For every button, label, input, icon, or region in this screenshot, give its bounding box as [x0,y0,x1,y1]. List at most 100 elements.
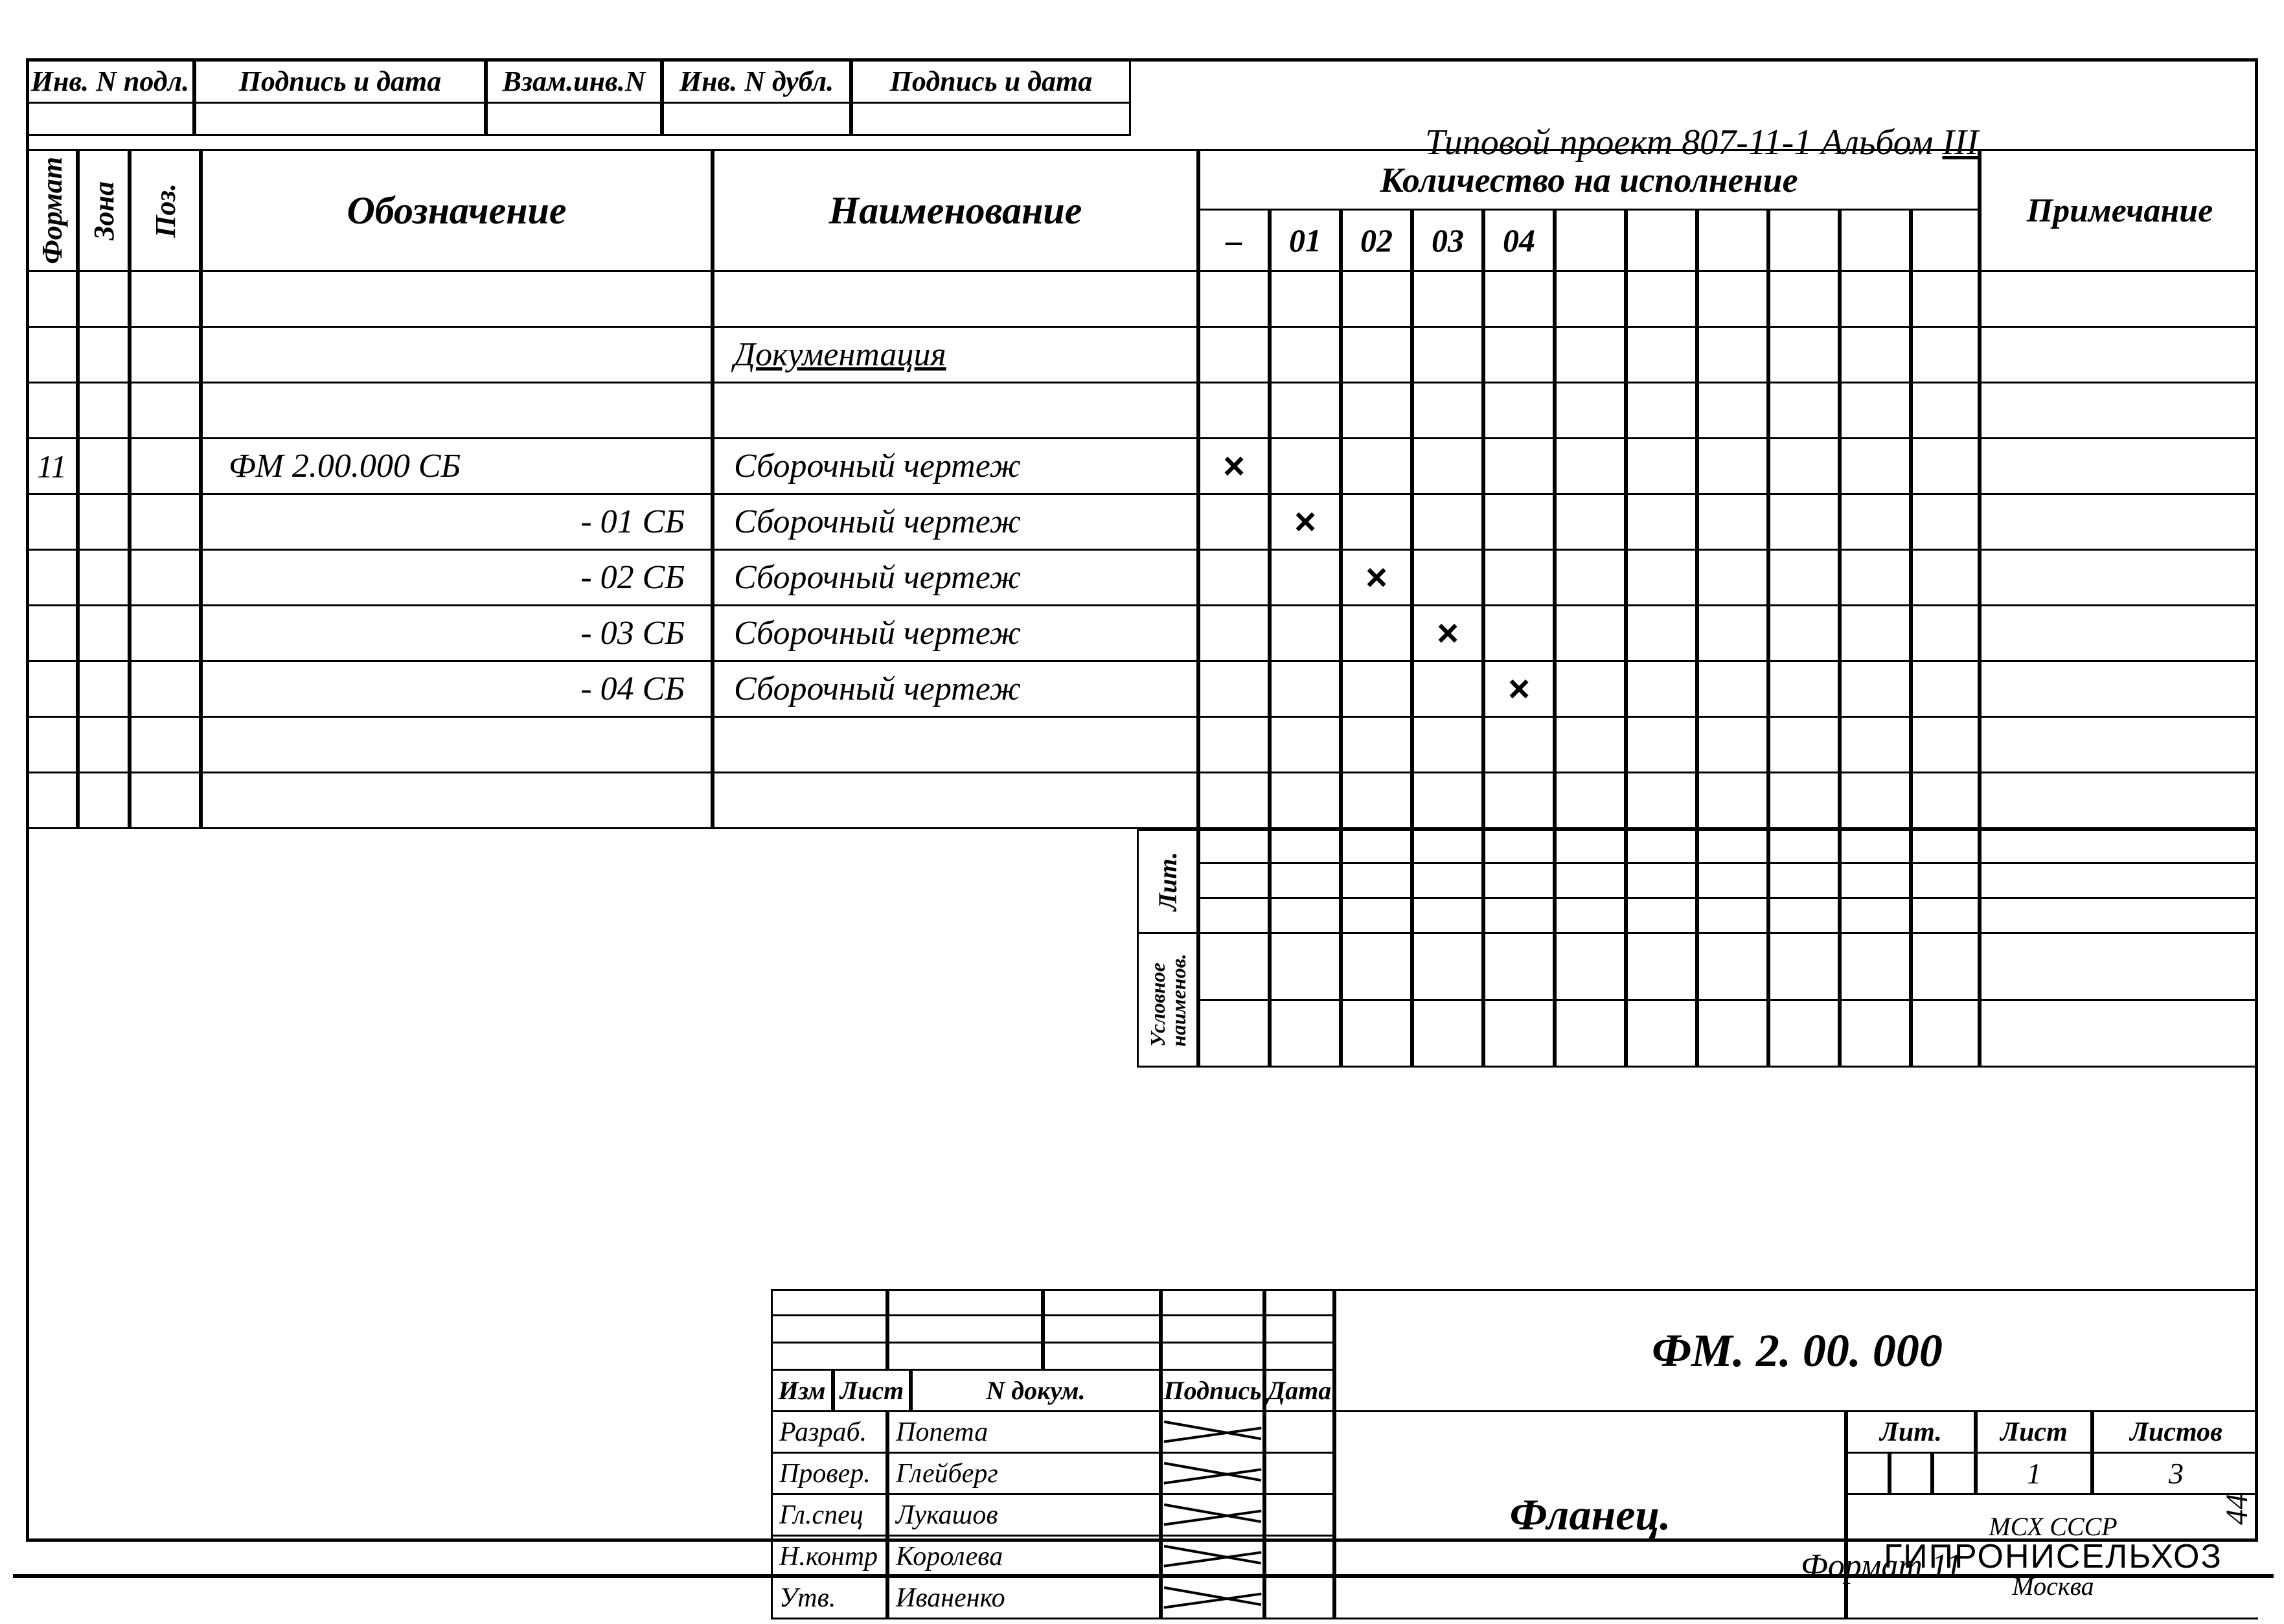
tb-list-h: Лист [1976,1412,2092,1454]
mid-usl-r1-c2 [1341,1001,1412,1068]
row-4-desig: - 01 СБ [201,495,713,551]
mid-lit-r0-c6 [1626,829,1697,864]
row-6-q0 [1198,606,1270,662]
tb-small-r1-role [771,1316,887,1344]
row-8-q6 [1626,718,1697,773]
row-9-pos [130,773,201,829]
row-1-q0 [1198,328,1270,383]
row-9-format [26,773,78,829]
row-9-q5 [1555,773,1626,829]
row-9-zone [78,773,130,829]
row-1-note [1980,328,2258,383]
row-8-format [26,718,78,773]
row-0-q7 [1697,272,1768,328]
topstrip-value-3 [662,104,851,136]
tb-hdr-1: Лист [833,1371,911,1412]
tb-small-r1-sign [1161,1316,1264,1344]
tb-hdr-4: Дата [1264,1371,1334,1412]
tb-small-r2-name [887,1344,1043,1371]
tb-date-2 [1264,1495,1334,1537]
spec-h-qcol-10 [1911,211,1980,272]
row-3-q8 [1768,439,1840,495]
mid-lit-r2-c10 [1911,899,1980,934]
row-3-zone [78,439,130,495]
tb-small-r2-sign [1161,1344,1264,1371]
scan-baseline [13,1574,2274,1578]
row-5-zone [78,551,130,606]
row-7-pos [130,662,201,718]
row-4-name-text: Сборочный чертеж [734,503,1021,541]
tb-sign-3 [1161,1537,1264,1578]
mid-usl-r0-c2 [1341,934,1412,1001]
mid-lit-r2-c2 [1341,899,1412,934]
row-2-desig [201,383,713,439]
row-6-q10 [1911,606,1980,662]
spec-h-qcol-9 [1840,211,1911,272]
spec-h-qcol-1: 01 [1270,211,1341,272]
mid-usl-r0-c5 [1555,934,1626,1001]
row-6-name-text: Сборочный чертеж [734,614,1021,652]
row-7-q5 [1555,662,1626,718]
row-5-q1 [1270,551,1341,606]
row-7-q8 [1768,662,1840,718]
tb-small-r0-name [887,1289,1043,1316]
mid-usl-r1-c5 [1555,1001,1626,1068]
row-0-q5 [1555,272,1626,328]
row-5-q0 [1198,551,1270,606]
tb-sign-0 [1161,1412,1264,1454]
row-8-q0 [1198,718,1270,773]
row-9-q3 [1412,773,1483,829]
mid-usl-r1-c6 [1626,1001,1697,1068]
mid-lit-r1-c5 [1555,864,1626,899]
topstrip-value-4 [851,104,1131,136]
row-0-note [1980,272,2258,328]
row-8-zone [78,718,130,773]
mid-usl-r0-c7 [1697,934,1768,1001]
tb-date-3 [1264,1537,1334,1578]
row-5-q9 [1840,551,1911,606]
mid-usl-r1-c3 [1412,1001,1483,1068]
row-4-q10 [1911,495,1980,551]
row-9-q7 [1697,773,1768,829]
mid-usl-r1-note [1980,1001,2258,1068]
mid-usl-r0-c1 [1270,934,1341,1001]
tb-small-r0-date [1264,1289,1334,1316]
row-4-q0 [1198,495,1270,551]
tb-hdr-3: Подпись [1161,1371,1264,1412]
row-1-q10 [1911,328,1980,383]
row-7-q3 [1412,662,1483,718]
row-8-note [1980,718,2258,773]
tb-small-r1-date [1264,1316,1334,1344]
mid-usl-r1-c9 [1840,1001,1911,1068]
row-6-q8 [1768,606,1840,662]
row-8-q7 [1697,718,1768,773]
row-2-q8 [1768,383,1840,439]
tb-role-0: Разраб. [771,1412,887,1454]
spec-h-desig: Обозначение [201,149,713,272]
row-7-q9 [1840,662,1911,718]
row-7-zone [78,662,130,718]
signature-scribble-4 [1168,1584,1258,1612]
row-6-q2 [1341,606,1412,662]
row-0-q9 [1840,272,1911,328]
row-7-note [1980,662,2258,718]
tb-list-v: 1 [1976,1454,2092,1495]
row-1-q5 [1555,328,1626,383]
row-0-q1 [1270,272,1341,328]
mid-usl-r1-c7 [1697,1001,1768,1068]
tb-small-r1-doc [1043,1316,1161,1344]
row-4-q3 [1412,495,1483,551]
mid-lit-r2-c7 [1697,899,1768,934]
row-2-format [26,383,78,439]
mid-lit-label: Лит. [1137,829,1198,934]
row-8-desig [201,718,713,773]
tb-sign-1 [1161,1454,1264,1495]
row-5-note [1980,551,2258,606]
row-9-desig [201,773,713,829]
spec-h-format: Формат [26,149,78,272]
row-4-name: Сборочный чертеж [713,495,1198,551]
row-6-name: Сборочный чертеж [713,606,1198,662]
row-2-q10 [1911,383,1980,439]
row-3-note [1980,439,2258,495]
topstrip-header-3: Инв. N дубл. [662,58,851,104]
